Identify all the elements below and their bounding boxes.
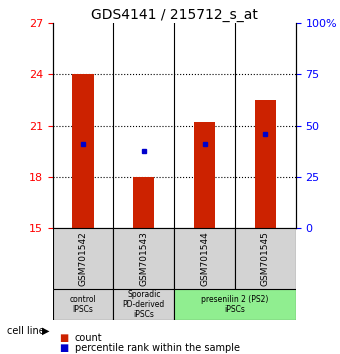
Text: Sporadic
PD-derived
iPSCs: Sporadic PD-derived iPSCs [123,290,165,319]
Text: ■: ■ [59,343,69,353]
Title: GDS4141 / 215712_s_at: GDS4141 / 215712_s_at [91,8,258,22]
Bar [174,228,235,289]
Bar [133,177,154,228]
Bar [72,74,94,228]
Bar [174,289,296,320]
Bar [114,289,174,320]
Text: GSM701543: GSM701543 [139,231,148,286]
Text: ▶: ▶ [42,326,50,336]
Text: GSM701545: GSM701545 [261,231,270,286]
Text: ■: ■ [59,333,69,343]
Bar [53,228,114,289]
Text: count: count [75,333,102,343]
Text: GSM701544: GSM701544 [200,231,209,286]
Text: presenilin 2 (PS2)
iPSCs: presenilin 2 (PS2) iPSCs [201,295,269,314]
Bar [114,228,174,289]
Text: control
IPSCs: control IPSCs [70,295,97,314]
Bar [235,228,296,289]
Bar [194,122,215,228]
Bar [53,289,114,320]
Text: GSM701542: GSM701542 [79,231,88,286]
Text: cell line: cell line [7,326,45,336]
Text: percentile rank within the sample: percentile rank within the sample [75,343,240,353]
Bar [255,100,276,228]
